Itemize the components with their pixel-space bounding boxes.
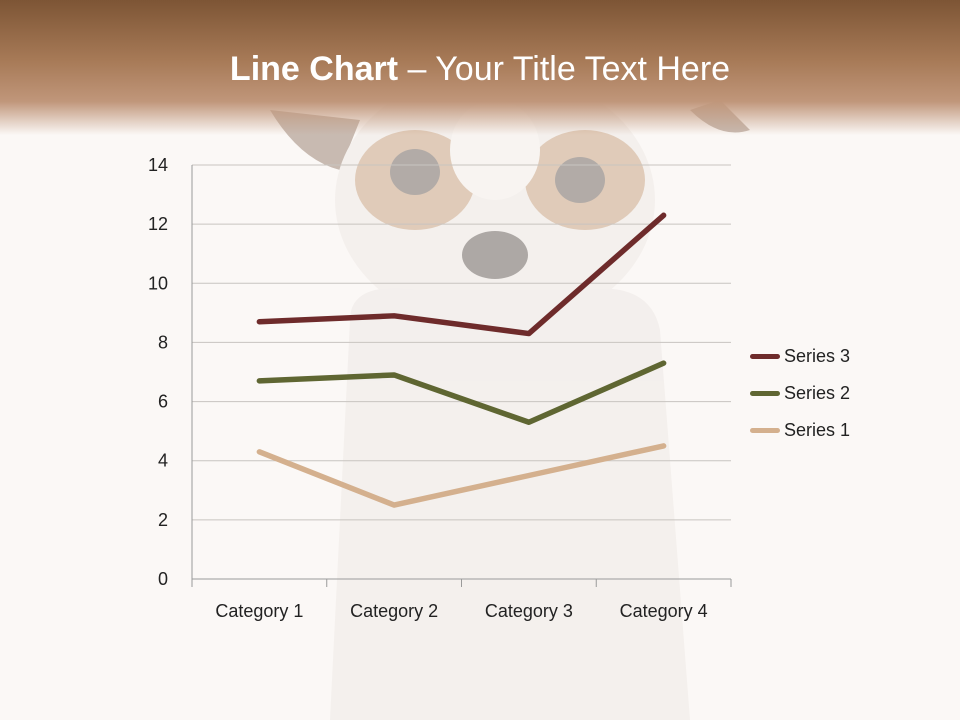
y-tick-label: 0: [158, 569, 168, 589]
legend-swatch: [750, 354, 780, 359]
chart-legend: Series 3 Series 2 Series 1: [750, 338, 850, 449]
x-category-label: Category 3: [485, 601, 573, 621]
legend-swatch: [750, 391, 780, 396]
x-category-label: Category 1: [215, 601, 303, 621]
y-tick-label: 6: [158, 392, 168, 412]
legend-swatch: [750, 428, 780, 433]
title-banner: [0, 0, 960, 135]
legend-label: Series 2: [784, 383, 851, 403]
title-bold: Line Chart: [229, 50, 399, 88]
series-line-2: [256, 360, 667, 426]
y-tick-label: 8: [158, 332, 168, 352]
y-tick-label: 14: [148, 155, 168, 175]
y-tick-label: 12: [148, 214, 168, 234]
x-category-label: Category 4: [620, 601, 708, 621]
legend-item: Series 3: [750, 338, 850, 375]
legend-item: Series 2: [750, 375, 850, 412]
title-rest: – Your Title Text Here: [398, 50, 731, 88]
y-tick-label: 10: [148, 273, 168, 293]
series-line-1: [256, 443, 667, 508]
series-line-3: [256, 212, 667, 337]
legend-item: Series 1: [750, 412, 850, 449]
y-tick-label: 4: [158, 451, 168, 471]
legend-label: Series 3: [784, 346, 851, 366]
y-tick-label: 2: [158, 510, 168, 530]
x-category-label: Category 2: [350, 601, 438, 621]
slide-title: Line Chart – Your Title Text Here: [0, 50, 960, 89]
legend-label: Series 1: [784, 420, 851, 440]
